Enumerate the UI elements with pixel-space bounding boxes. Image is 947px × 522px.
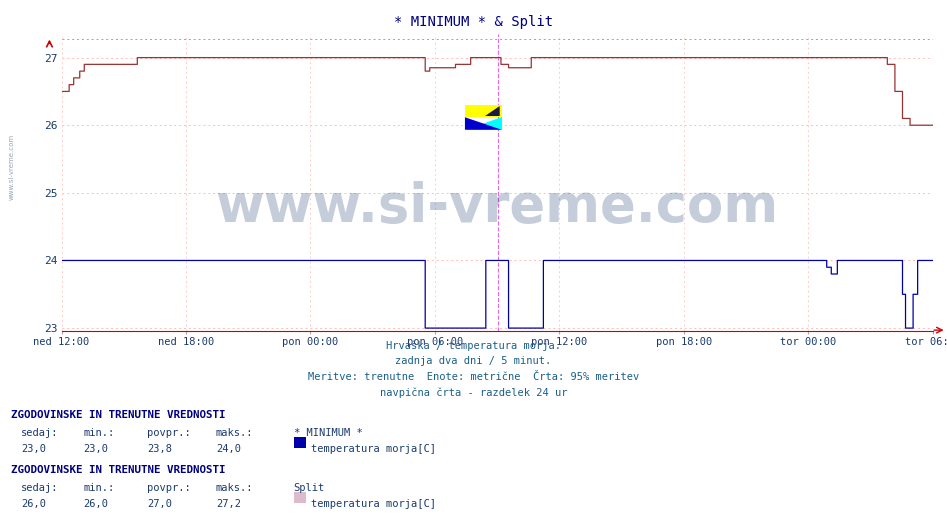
Text: 23,0: 23,0 — [83, 444, 108, 454]
Text: povpr.:: povpr.: — [147, 483, 190, 493]
Text: * MINIMUM *: * MINIMUM * — [294, 428, 363, 438]
Text: ZGODOVINSKE IN TRENUTNE VREDNOSTI: ZGODOVINSKE IN TRENUTNE VREDNOSTI — [11, 410, 226, 420]
Polygon shape — [485, 106, 500, 116]
Text: 26,0: 26,0 — [21, 499, 45, 508]
Text: * MINIMUM * & Split: * MINIMUM * & Split — [394, 15, 553, 29]
Text: 26,0: 26,0 — [83, 499, 108, 508]
Text: povpr.:: povpr.: — [147, 428, 190, 438]
Text: 23,8: 23,8 — [147, 444, 171, 454]
Text: sedaj:: sedaj: — [21, 428, 59, 438]
Text: www.si-vreme.com: www.si-vreme.com — [216, 181, 778, 232]
Text: sedaj:: sedaj: — [21, 483, 59, 493]
Text: navpična črta - razdelek 24 ur: navpična črta - razdelek 24 ur — [380, 387, 567, 398]
Text: min.:: min.: — [83, 428, 115, 438]
Text: www.si-vreme.com: www.si-vreme.com — [9, 134, 14, 200]
Text: temperatura morja[C]: temperatura morja[C] — [311, 499, 436, 508]
Text: Hrvaška / temperatura morja.: Hrvaška / temperatura morja. — [386, 340, 561, 351]
Text: 24,0: 24,0 — [216, 444, 241, 454]
Text: 27,0: 27,0 — [147, 499, 171, 508]
Text: min.:: min.: — [83, 483, 115, 493]
Text: ZGODOVINSKE IN TRENUTNE VREDNOSTI: ZGODOVINSKE IN TRENUTNE VREDNOSTI — [11, 465, 226, 474]
Polygon shape — [465, 117, 502, 130]
Bar — [465, 105, 502, 117]
Text: maks.:: maks.: — [216, 483, 254, 493]
Text: 23,0: 23,0 — [21, 444, 45, 454]
Text: temperatura morja[C]: temperatura morja[C] — [311, 444, 436, 454]
Text: zadnja dva dni / 5 minut.: zadnja dva dni / 5 minut. — [396, 356, 551, 366]
Polygon shape — [465, 117, 502, 130]
Text: Meritve: trenutne  Enote: metrične  Črta: 95% meritev: Meritve: trenutne Enote: metrične Črta: … — [308, 372, 639, 382]
Text: 27,2: 27,2 — [216, 499, 241, 508]
Text: Split: Split — [294, 483, 325, 493]
Text: maks.:: maks.: — [216, 428, 254, 438]
